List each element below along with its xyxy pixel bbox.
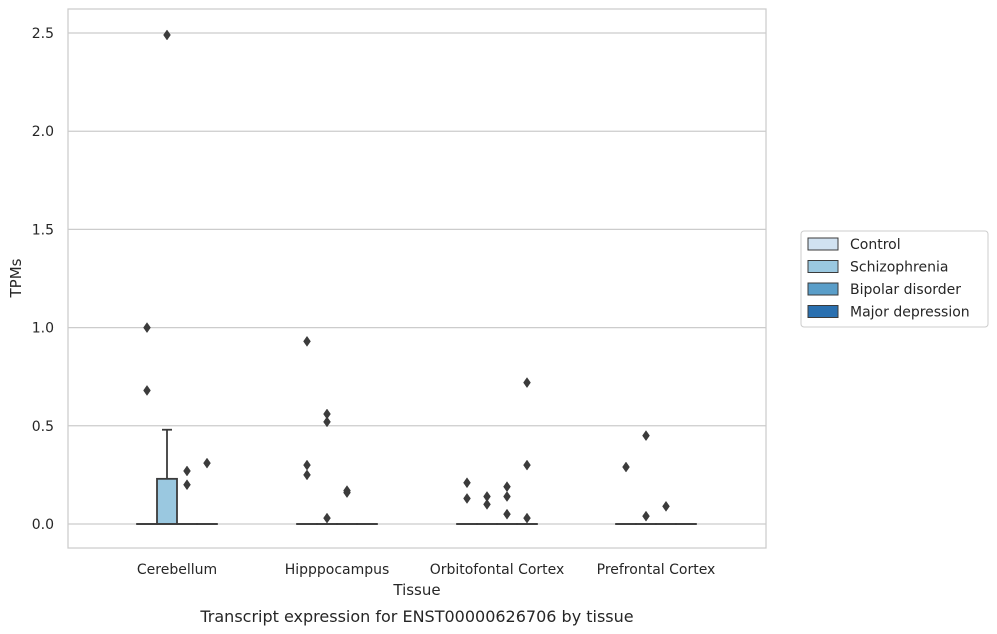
outlier-point (523, 459, 531, 471)
outlier-point (183, 465, 191, 477)
legend-swatch (807, 305, 839, 318)
outlier-point (642, 510, 650, 522)
outlier-point (503, 491, 511, 502)
y-axis-title: TPMs (7, 258, 25, 298)
outlier-point (303, 459, 311, 471)
y-tick-label: 0.5 (32, 419, 54, 435)
legend-label: Major depression (850, 305, 970, 321)
outlier-point (523, 377, 531, 389)
legend-swatch (807, 260, 839, 273)
x-tick-label: Orbitofontal Cortex (430, 562, 565, 578)
outlier-point (343, 485, 351, 497)
legend: Control Schizophrenia Bipolar disorder Majo… (800, 230, 989, 328)
x-tick-label: Hipppocampus (285, 562, 390, 578)
outlier-point (523, 512, 531, 524)
outlier-point (503, 508, 511, 520)
x-tick-label: Cerebellum (137, 562, 217, 578)
outlier-point (323, 416, 331, 428)
outlier-point (503, 481, 511, 493)
y-tick-label: 2.5 (32, 26, 54, 42)
legend-item: Bipolar disorder (807, 282, 961, 298)
y-tick-label: 2.0 (32, 124, 54, 140)
outlier-point (463, 477, 471, 489)
legend-item: Major depression (807, 305, 970, 321)
outlier-point (303, 335, 311, 347)
outlier-point (463, 493, 471, 504)
outlier-point (323, 408, 331, 420)
outlier-point (203, 457, 211, 469)
box (156, 477, 178, 525)
outlier-point (303, 469, 311, 481)
outlier-point (143, 322, 151, 334)
outlier-point (622, 461, 630, 473)
legend-label: Schizophrenia (850, 260, 948, 276)
legend-swatch (807, 282, 839, 296)
outlier-point (662, 500, 670, 512)
legend-label: Bipolar disorder (850, 282, 961, 298)
outlier-point (483, 498, 491, 510)
x-axis-title: Tissue (392, 581, 440, 599)
box-plot-marks (136, 29, 697, 525)
y-tick-label: 0.0 (32, 517, 54, 533)
outlier-point (163, 29, 171, 41)
grid-lines (68, 32, 766, 525)
x-axis-ticks: Cerebellum Hipppocampus Orbitofontal Corte… (137, 562, 715, 578)
chart-caption: Transcript expression for ENST0000062670… (199, 607, 633, 626)
legend-label: Control (850, 237, 901, 253)
outlier-point (642, 430, 650, 442)
x-tick-label: Prefrontal Cortex (597, 562, 716, 578)
legend-item: Schizophrenia (807, 260, 948, 276)
outlier-point (483, 491, 491, 502)
legend-item: Control (807, 237, 901, 253)
legend-frame (800, 230, 989, 328)
y-tick-label: 1.0 (32, 321, 54, 337)
y-tick-label: 1.5 (32, 222, 54, 238)
outlier-point (183, 479, 191, 491)
plot-frame (67, 8, 767, 549)
y-axis-ticks: 0.0 0.5 1.0 1.5 2.0 2.5 (32, 26, 54, 533)
outlier-point (323, 512, 331, 524)
legend-swatch (807, 237, 839, 251)
outlier-point (143, 385, 151, 396)
